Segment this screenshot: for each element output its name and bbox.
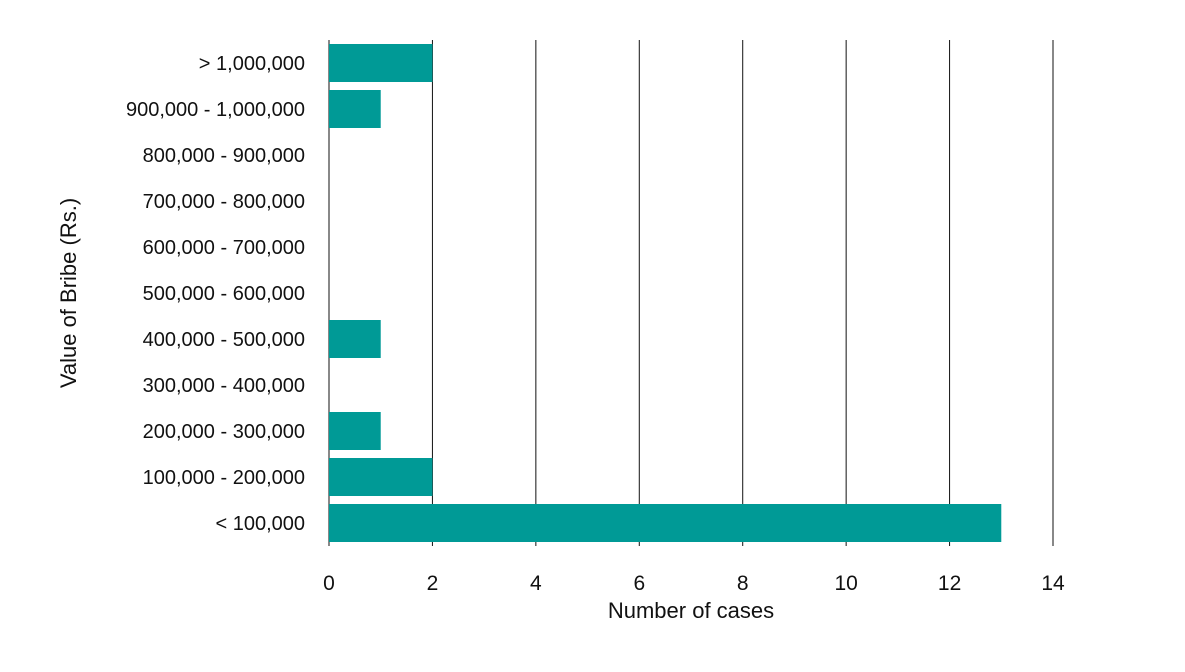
- category-label-5: 500,000 - 600,000: [143, 283, 305, 305]
- category-label-7: 300,000 - 400,000: [143, 375, 305, 397]
- category-label-10: < 100,000: [215, 513, 305, 535]
- x-tick-label-4: 4: [530, 572, 542, 595]
- bar-10: [329, 504, 1002, 542]
- category-label-6: 400,000 - 500,000: [143, 329, 305, 351]
- category-label-8: 200,000 - 300,000: [143, 421, 305, 443]
- x-tick-label-0: 0: [323, 572, 335, 595]
- x-tick-label-2: 2: [427, 572, 439, 595]
- bar-8: [329, 412, 381, 450]
- bar-9: [329, 458, 433, 496]
- x-tick-label-8: 8: [737, 572, 749, 595]
- bar-6: [329, 320, 381, 358]
- x-tick-label-10: 10: [834, 572, 857, 595]
- bar-1: [329, 90, 381, 128]
- category-label-1: 900,000 - 1,000,000: [126, 99, 305, 121]
- category-label-0: > 1,000,000: [199, 53, 305, 75]
- x-tick-label-6: 6: [633, 572, 645, 595]
- category-label-3: 700,000 - 800,000: [143, 191, 305, 213]
- label-layer: 0 2 4 6 8 10 12 14 > 1,000,000 900,000 - 1,000,00…: [126, 53, 1065, 595]
- category-label-4: 600,000 - 700,000: [143, 237, 305, 259]
- x-axis-title: Number of cases: [608, 598, 774, 623]
- bar-layer: [329, 44, 1002, 542]
- x-tick-label-12: 12: [938, 572, 961, 595]
- y-axis-title: Value of Bribe (Rs.): [56, 198, 81, 388]
- category-label-9: 100,000 - 200,000: [143, 467, 305, 489]
- bar-0: [329, 44, 433, 82]
- x-tick-label-14: 14: [1041, 572, 1065, 595]
- grid-layer: [328, 40, 1054, 546]
- category-label-2: 800,000 - 900,000: [143, 145, 305, 167]
